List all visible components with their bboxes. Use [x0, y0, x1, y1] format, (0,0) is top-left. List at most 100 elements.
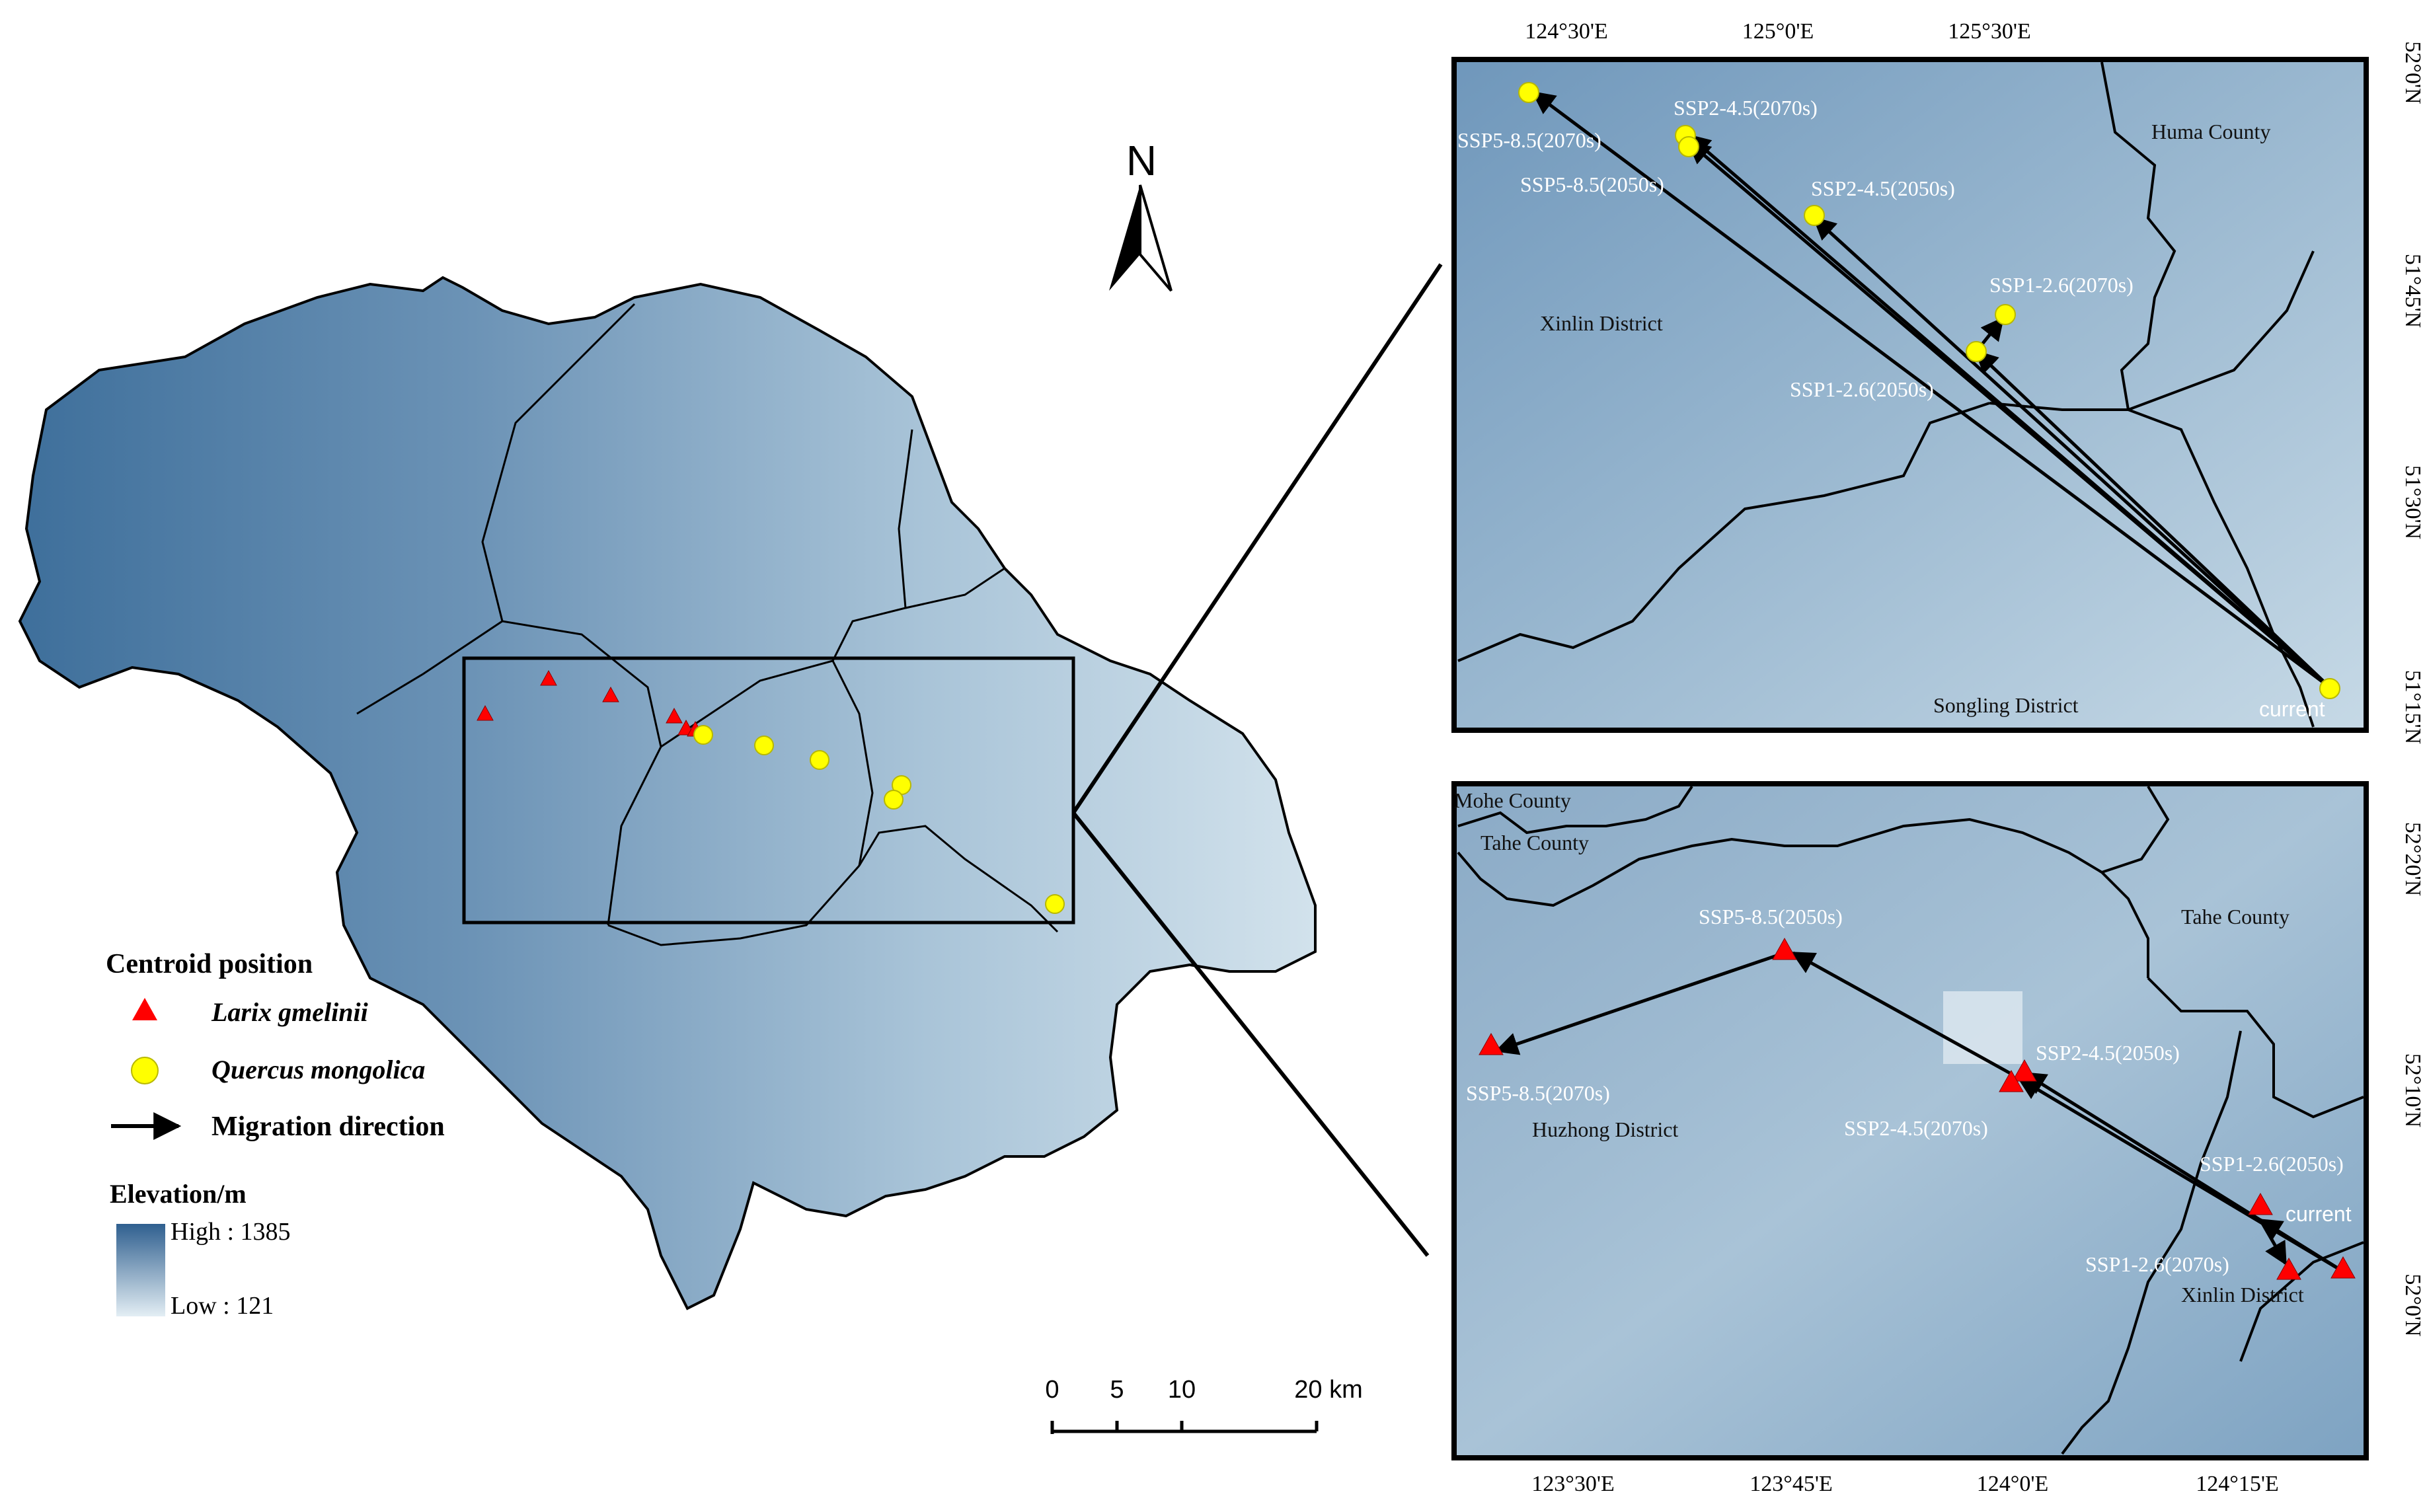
point-label: SSP1-2.6(2050s) [2200, 1152, 2344, 1176]
highlight-area [1943, 991, 2022, 1064]
quercus-point [1995, 304, 2016, 325]
north-label: N [1126, 137, 1157, 184]
larix-point [1479, 1032, 1504, 1055]
bottom-inset-frame [1451, 781, 2369, 1460]
point-label: SSP1-2.6(2070s) [2085, 1252, 2229, 1276]
district-boundary-line [2239, 1241, 2364, 1362]
district-boundary-line [2061, 1030, 2242, 1455]
larix-point [1999, 1069, 2024, 1092]
y-tick-label: 52°20'N [2401, 822, 2425, 896]
county-boundary-line [2101, 785, 2364, 1119]
larix-point [666, 707, 683, 724]
scale-label: 5 [1110, 1376, 1124, 1404]
larix-points [477, 669, 704, 737]
point-label: SSP1-2.6(2070s) [1989, 273, 2134, 297]
quercus-point [1518, 82, 1539, 103]
bottom-migration-arrows [1494, 951, 2344, 1273]
legend-quercus-symbol-icon [131, 1057, 159, 1084]
x-tick-label: 124°30'E [1525, 19, 1608, 44]
bottom-inset: SSP5-8.5(2050s) SSP5-8.5(2070s) SSP2-4.5… [1451, 781, 2425, 1496]
district-boundary-line [1457, 402, 1990, 662]
legend-larix-symbol-icon [132, 998, 157, 1020]
point-label: SSP2-4.5(2070s) [1844, 1116, 1988, 1140]
y-tick-label: 51°30'N [2401, 465, 2425, 539]
county-boundary-line [502, 620, 662, 926]
top-quercus-points [1518, 82, 2340, 699]
x-tick-label: 125°30'E [1948, 19, 2031, 44]
zoom-connector [1071, 263, 1443, 814]
migration-arrow [1687, 133, 2331, 689]
quercus-points [693, 725, 1065, 914]
point-label: SSP5-8.5(2070s) [1466, 1081, 1610, 1105]
region-label: Songling District [1933, 693, 2079, 717]
quercus-point [693, 725, 713, 745]
elevation-ramp [116, 1224, 165, 1316]
inset-extent-box [462, 656, 1075, 925]
quercus-point [1966, 341, 1987, 362]
legend: Centroid position Larix gmelinii Quercus… [106, 949, 445, 1320]
county-boundary-line [1457, 785, 1693, 835]
scale-bar: 0 5 10 20 km [1045, 1376, 1363, 1434]
x-tick-label: 123°30'E [1531, 1472, 1615, 1496]
migration-arrow [1812, 216, 2331, 689]
county-boundary-line [356, 620, 503, 715]
point-label: current [2286, 1202, 2352, 1226]
region-label: Huma County [2151, 120, 2270, 143]
scale-label: 10 [1168, 1376, 1196, 1404]
county-boundary-line [831, 660, 1059, 933]
x-tick-label: 124°15'E [2196, 1472, 2279, 1496]
region-label: Xinlin District [1540, 311, 1663, 335]
point-label: current [2259, 697, 2325, 721]
migration-arrow [1531, 91, 2331, 689]
scale-bar-line [1050, 1421, 1319, 1434]
x-tick-label: 125°0'E [1742, 19, 1814, 44]
quercus-point [2319, 678, 2340, 699]
legend-quercus-label: Quercus mongolica [212, 1055, 425, 1084]
larix-point [477, 704, 494, 721]
scale-label: 0 [1045, 1376, 1059, 1404]
bottom-larix-points [1479, 937, 2356, 1280]
quercus-point [1678, 136, 1699, 157]
point-label: SSP1-2.6(2050s) [1790, 377, 1934, 401]
top-inset: SSP5-8.5(2070s) SSP2-4.5(2070s) SSP5-8.5… [1451, 19, 2425, 744]
region-label: Tahe County [2181, 905, 2290, 928]
y-tick-label: 52°0'N [2401, 41, 2425, 104]
migration-arrow [1974, 350, 2331, 689]
larix-point [602, 686, 619, 702]
district-boundary-line [1989, 402, 2315, 728]
point-label: SSP2-4.5(2070s) [1674, 96, 1818, 120]
larix-point [2012, 1059, 2037, 1082]
legend-migration-label: Migration direction [212, 1112, 445, 1142]
larix-point [540, 669, 557, 686]
study-area-region [18, 276, 1317, 1310]
region-label: Huzhong District [1532, 1117, 1678, 1141]
zoom-connector [1071, 812, 1430, 1257]
scale-label: 20 km [1294, 1376, 1362, 1404]
county-boundary-line [607, 865, 861, 946]
point-label: SSP2-4.5(2050s) [1811, 176, 1955, 200]
larix-point [1772, 937, 1797, 960]
legend-title: Centroid position [106, 949, 313, 979]
top-inset-frame [1451, 57, 2369, 733]
district-boundary-line [2128, 250, 2315, 411]
elevation-high-label: High : 1385 [171, 1218, 291, 1246]
migration-arrow [1790, 951, 2013, 1076]
point-label: SSP5-8.5(2050s) [1520, 172, 1664, 196]
y-tick-label: 51°45'N [2401, 254, 2425, 328]
quercus-point [1045, 894, 1065, 914]
migration-arrow [1494, 951, 1785, 1055]
x-tick-label: 123°45'E [1750, 1472, 1833, 1496]
larix-point [2276, 1257, 2301, 1280]
larix-point [2248, 1192, 2273, 1215]
y-tick-label: 51°15'N [2401, 670, 2425, 744]
county-boundary-line [1457, 817, 2149, 978]
district-boundary-line [2100, 61, 2176, 410]
north-arrow: N [1109, 137, 1173, 292]
north-arrow-left-icon [1109, 185, 1140, 291]
legend-elevation-title: Elevation/m [110, 1179, 247, 1209]
legend-larix-label: Larix gmelinii [211, 997, 368, 1027]
region-label: Tahe County [1481, 831, 1589, 854]
point-label: SSP5-8.5(2070s) [1457, 128, 1601, 152]
elevation-low-label: Low : 121 [171, 1292, 274, 1320]
